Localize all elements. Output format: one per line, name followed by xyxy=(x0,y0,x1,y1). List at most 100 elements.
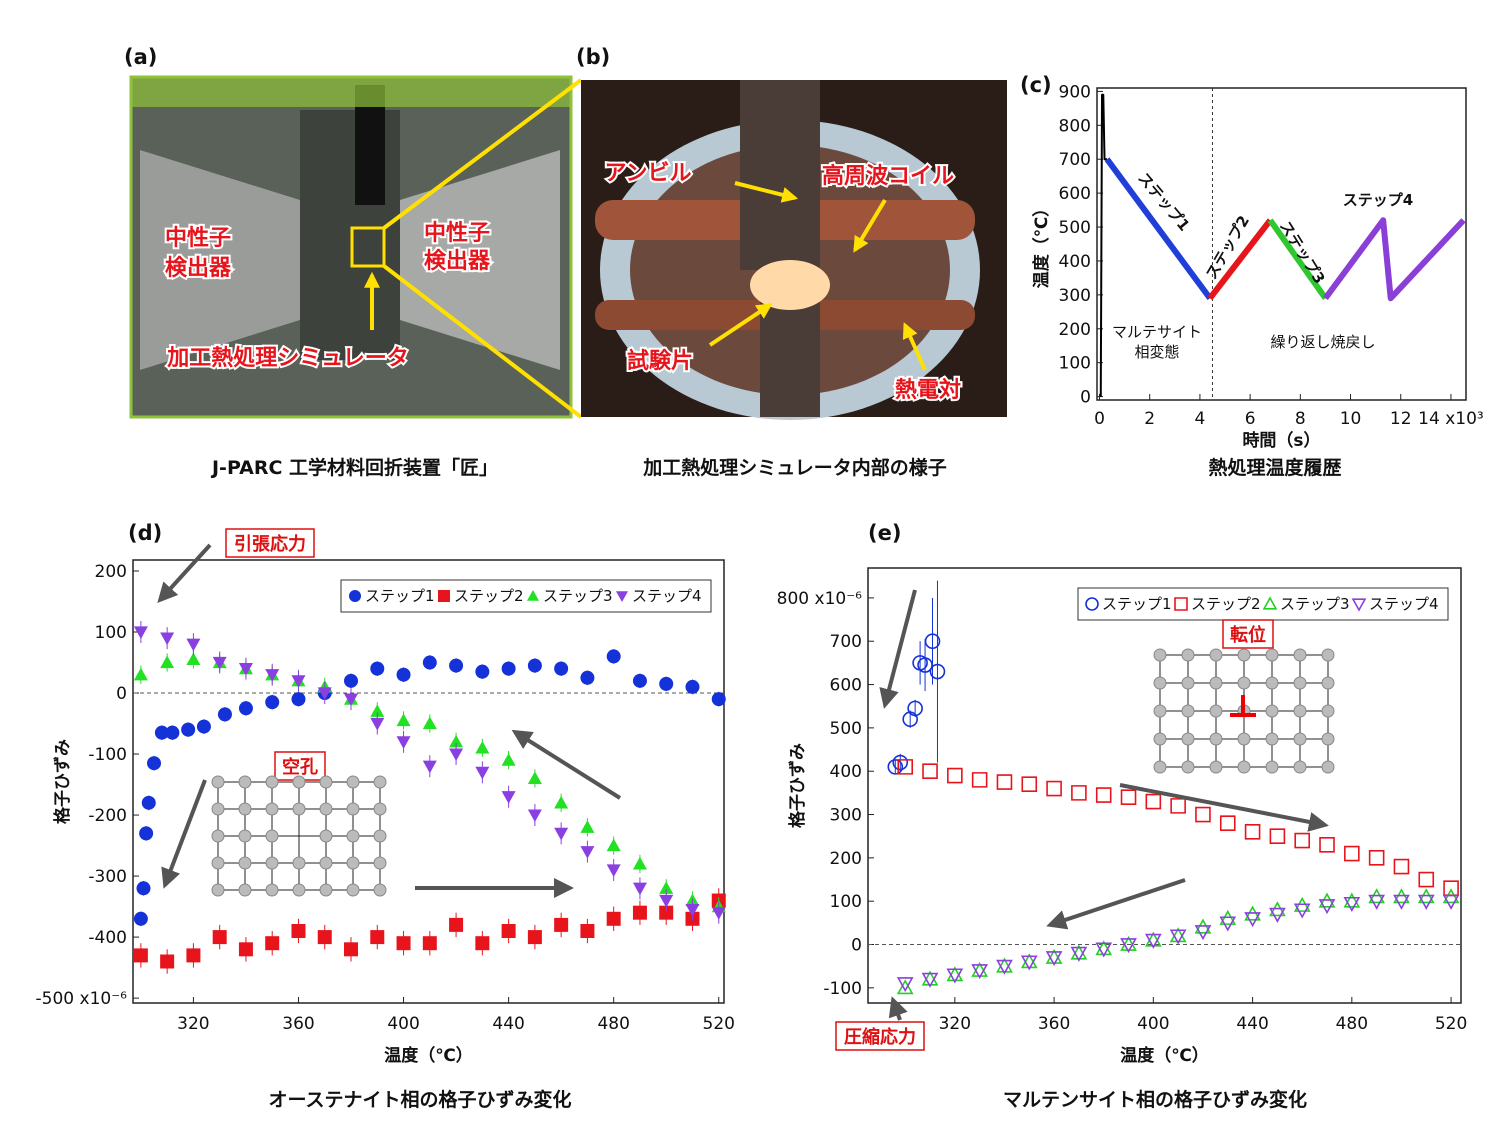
data-point xyxy=(580,670,595,685)
y-axis-title: 温度（℃） xyxy=(1031,200,1052,289)
legend-marker xyxy=(616,591,628,602)
data-point xyxy=(370,704,385,717)
data-point xyxy=(212,656,227,670)
data-point xyxy=(291,923,306,938)
data-point xyxy=(422,655,437,670)
lattice-atom xyxy=(373,802,387,816)
lattice-atom xyxy=(1153,704,1167,718)
data-point xyxy=(1269,907,1286,923)
arrow xyxy=(888,996,908,1021)
data-point xyxy=(1194,925,1212,941)
data-point xyxy=(659,676,674,691)
y-tick-label: 300 xyxy=(830,806,862,826)
photo-label: 高周波コイル xyxy=(822,163,954,189)
lattice-atom xyxy=(238,856,252,870)
data-point xyxy=(133,948,148,963)
data-point xyxy=(317,930,332,945)
data-point xyxy=(554,917,569,932)
y-tick-label: 100 xyxy=(95,623,127,643)
y-tick-label: 100 xyxy=(830,892,862,912)
photo-label: アンビル xyxy=(604,161,691,186)
lattice-atom xyxy=(265,775,279,789)
y-tick-label: 500 xyxy=(1059,218,1091,238)
lattice-atom xyxy=(211,802,225,816)
x-axis-title: 温度（℃） xyxy=(1120,1045,1209,1066)
legend-label: ステップ3 xyxy=(543,587,613,605)
annotation: 引張応力 xyxy=(234,533,306,555)
caption: 加工熱処理シミュレータ内部の様子 xyxy=(642,456,947,479)
legend-marker xyxy=(349,590,361,602)
legend-marker xyxy=(527,590,539,601)
x-tick-label: 480 xyxy=(1336,1014,1368,1034)
data-point xyxy=(1343,892,1361,908)
y-tick-label: 800 xyxy=(1059,116,1091,136)
y-tick-label: 400 xyxy=(830,762,862,782)
lattice-atom xyxy=(1321,676,1335,690)
lattice-atom xyxy=(1181,704,1195,718)
y-tick-label: 200 xyxy=(1059,320,1091,340)
data-point xyxy=(1418,871,1435,888)
data-point xyxy=(996,959,1013,975)
lattice-atom xyxy=(238,883,252,897)
y-tick-label: 0 xyxy=(851,936,862,956)
lattice-atom xyxy=(1181,732,1195,746)
data-point xyxy=(1393,858,1410,875)
y-tick-label: -500 x10⁻⁶ xyxy=(36,989,128,1009)
data-point xyxy=(659,905,674,920)
data-point xyxy=(1195,806,1211,823)
lattice-atom xyxy=(1293,704,1307,718)
data-point xyxy=(659,894,674,908)
series-line xyxy=(1099,93,1108,397)
data-point xyxy=(133,667,148,681)
data-point xyxy=(196,719,211,734)
y-tick-label: 600 xyxy=(830,676,862,696)
data-point xyxy=(1343,896,1361,912)
data-point xyxy=(238,663,253,676)
data-point xyxy=(606,864,621,877)
data-point xyxy=(527,809,542,823)
lattice-atom xyxy=(1153,760,1167,774)
data-point xyxy=(1095,942,1113,958)
data-point xyxy=(1318,899,1336,915)
data-point xyxy=(396,736,411,749)
data-point xyxy=(892,754,909,771)
data-point xyxy=(475,740,490,754)
lattice-atom xyxy=(265,802,279,816)
lattice-atom xyxy=(1237,676,1251,690)
data-point xyxy=(501,753,516,766)
photo-b xyxy=(581,80,1007,420)
x-tick-label: 520 xyxy=(703,1014,735,1034)
annotation-box xyxy=(835,1021,925,1051)
lattice-atom xyxy=(211,829,225,843)
photo-label: 加工熱処理シミュレータ xyxy=(166,345,409,371)
annotation: 圧縮応力 xyxy=(844,1026,916,1048)
data-point xyxy=(924,633,941,650)
x-tick-label: 400 xyxy=(387,1014,419,1034)
data-point xyxy=(659,881,674,894)
annotation: ステップ4 xyxy=(1343,191,1413,209)
legend xyxy=(340,579,712,613)
data-point xyxy=(685,679,700,694)
data-point xyxy=(238,701,253,716)
lattice-atom xyxy=(319,802,333,816)
lattice-atom xyxy=(211,856,225,870)
data-point xyxy=(1145,793,1162,810)
arrow xyxy=(879,589,917,709)
photo-label: 中性子 xyxy=(165,226,231,251)
series-line xyxy=(1267,218,1328,300)
data-point xyxy=(160,655,175,669)
lattice-atom xyxy=(1209,732,1223,746)
x-tick-label: 0 xyxy=(1094,409,1105,429)
data-point xyxy=(1045,951,1063,967)
arrow xyxy=(161,779,207,889)
photo-label: 検出器 xyxy=(165,256,232,281)
lattice-atom xyxy=(319,775,333,789)
data-point xyxy=(1368,850,1385,866)
data-point xyxy=(1293,903,1311,919)
y-tick-label: -400 xyxy=(88,928,127,948)
legend-label: ステップ2 xyxy=(454,587,524,605)
dislocation-symbol xyxy=(1230,695,1256,717)
y-tick-label: 0 xyxy=(116,684,127,704)
data-point xyxy=(1294,832,1311,849)
lattice-atom xyxy=(1265,704,1279,718)
